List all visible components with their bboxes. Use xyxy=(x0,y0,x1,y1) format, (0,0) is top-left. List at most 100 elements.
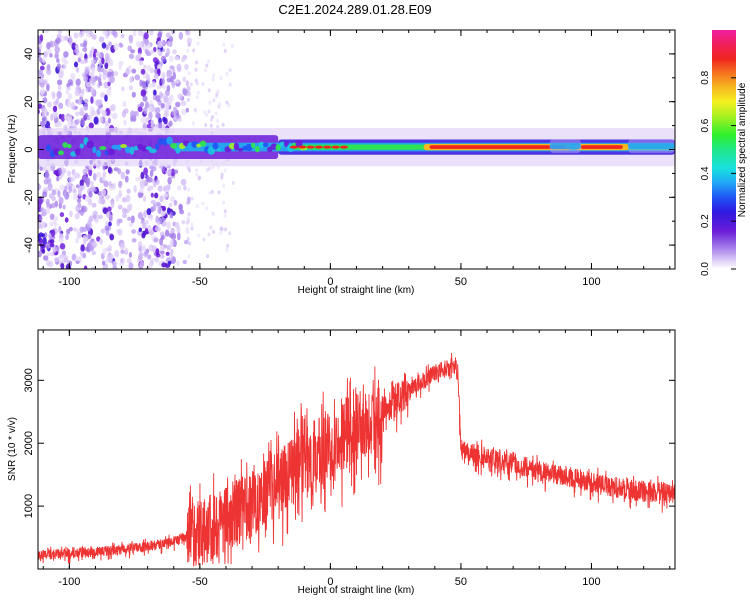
spectrogram-noise-cell xyxy=(45,207,51,215)
spectrogram-noise-cell xyxy=(154,107,161,114)
spectrogram-noise-cell xyxy=(117,204,123,210)
spectrogram-noise-cell xyxy=(53,257,60,263)
spectrogram-noise-cell xyxy=(171,80,176,89)
spectrogram-noise-cell xyxy=(118,64,122,70)
spectrogram-noise-cell xyxy=(46,42,51,50)
spectrogram-noise-cell xyxy=(74,89,81,97)
spectrogram-ridge-blob xyxy=(245,143,253,152)
spectrogram-noise-cell xyxy=(125,169,130,175)
spectrogram-noise-cell xyxy=(56,33,61,38)
spectrogram-noise-cell xyxy=(39,82,45,88)
spectrogram-noise-cell xyxy=(165,32,171,39)
spectrogram-ridge-blob xyxy=(207,146,216,155)
spectrogram-noise-cell xyxy=(119,243,126,250)
spectrogram-noise-cell xyxy=(109,75,115,84)
spectrogram-y-tick-label: -20 xyxy=(23,189,35,205)
spectrogram-noise-cell xyxy=(79,179,84,188)
spectrogram-noise-cell xyxy=(185,200,189,205)
spectrogram-noise-cell xyxy=(41,111,46,117)
spectrogram-noise-cell xyxy=(149,30,154,36)
spectrogram-noise-cell xyxy=(172,49,177,55)
spectrogram-noise-cell xyxy=(228,68,232,73)
spectrogram-noise-cell xyxy=(150,119,155,125)
spectrogram-noise-cell xyxy=(160,55,167,63)
snr-x-tick-label: -100 xyxy=(58,576,80,588)
spectrogram-noise-cell xyxy=(97,214,103,219)
spectrogram-noise-cell xyxy=(57,85,62,91)
spectrogram-noise-cell xyxy=(64,255,69,263)
spectrogram-noise-cell xyxy=(90,59,97,64)
spectrogram-noise-cell xyxy=(187,71,191,76)
spectrogram-noise-cell xyxy=(207,88,211,93)
spectrogram-noise-cell xyxy=(82,252,87,259)
spectrogram-noise-cell xyxy=(161,78,165,85)
spectrogram-noise-cell xyxy=(177,93,183,100)
spectrogram-noise-cell xyxy=(91,46,95,53)
spectrogram-noise-cell xyxy=(141,179,146,185)
spectrogram-ridge-blob xyxy=(254,145,260,153)
spectrogram-noise-cell xyxy=(188,168,192,173)
spectrogram-noise-cell xyxy=(115,194,120,202)
spectrogram-noise-cell xyxy=(56,79,63,86)
spectrogram-noise-cell xyxy=(170,196,176,203)
spectrogram-noise-cell xyxy=(39,65,45,71)
spectrogram-noise-cell xyxy=(185,226,190,235)
spectrogram-noise-cell xyxy=(156,68,161,77)
spectrogram-x-tick-label: -50 xyxy=(192,276,208,288)
spectrogram-noise-cell xyxy=(151,81,156,88)
spectrogram-noise-cell xyxy=(84,177,91,185)
spectrogram-noise-cell xyxy=(45,251,52,257)
spectrogram-noise-cell xyxy=(131,238,137,243)
spectrogram-noise-cell xyxy=(50,213,55,220)
spectrogram-noise-cell xyxy=(138,227,143,233)
spectrogram-noise-cell xyxy=(222,183,226,188)
spectrogram-noise-cell xyxy=(58,167,62,176)
spectrogram-noise-cell xyxy=(167,176,172,185)
spectrogram-noise-cell xyxy=(47,101,53,108)
spectrogram-noise-cell xyxy=(157,185,163,192)
colorbar-tick-label: 0.8 xyxy=(700,70,711,84)
spectrogram-x-tick-label: 0 xyxy=(327,276,333,288)
spectrogram-noise-cell xyxy=(38,232,44,238)
spectrogram-noise-cell xyxy=(59,184,65,191)
spectrogram-ridge-blob xyxy=(148,148,157,154)
spectrogram-noise-cell xyxy=(91,250,97,256)
spectrogram-noise-cell xyxy=(113,70,119,77)
spectrogram-noise-cell xyxy=(140,116,147,124)
spectrogram-ridge-bump-core xyxy=(628,143,675,150)
spectrogram-noise-cell xyxy=(161,72,166,80)
spectrogram-noise-cell xyxy=(98,73,103,79)
spectrogram-noise-cell xyxy=(77,99,83,105)
spectrogram-ridge-peak xyxy=(314,145,323,149)
spectrogram-ridge-blob xyxy=(262,142,269,148)
spectrogram-noise-cell xyxy=(217,190,221,195)
spectrogram-noise-cell xyxy=(57,30,63,35)
spectrogram-noise-cell xyxy=(74,212,80,220)
spectrogram-noise-cell xyxy=(65,89,69,95)
spectrogram-noise-cell xyxy=(211,211,215,216)
spectrogram-ridge-blob xyxy=(120,144,128,149)
spectrogram-noise-cell xyxy=(187,86,191,91)
spectrogram-noise-cell xyxy=(91,240,97,249)
spectrogram-noise-cell xyxy=(55,98,60,104)
spectrogram-noise-cell xyxy=(214,111,218,116)
spectrogram-noise-cell xyxy=(211,77,215,82)
spectrogram-noise-cell xyxy=(106,44,110,50)
spectrogram-noise-cell xyxy=(66,228,71,235)
spectrogram-noise-cell xyxy=(139,260,145,268)
spectrogram-noise-cell xyxy=(109,233,115,241)
spectrogram-strong-band xyxy=(429,145,566,149)
spectrogram-noise-cell xyxy=(163,95,169,104)
spectrogram-noise-cell xyxy=(175,101,181,108)
spectrogram-noise-cell xyxy=(79,107,85,113)
spectrogram-noise-cell xyxy=(46,83,50,92)
spectrogram-noise-cell xyxy=(177,185,182,191)
spectrogram-noise-cell xyxy=(63,64,67,70)
spectrogram-noise-cell xyxy=(205,206,209,211)
spectrogram-noise-cell xyxy=(109,185,114,191)
spectrogram-noise-cell xyxy=(128,262,134,269)
spectrogram-noise-cell xyxy=(128,85,133,91)
spectrogram-noise-cell xyxy=(131,91,136,98)
spectrogram-noise-cell xyxy=(59,212,65,218)
